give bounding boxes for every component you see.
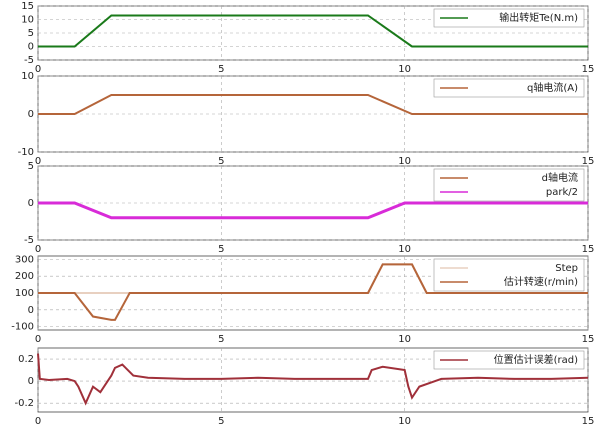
y-tick-label: -0.2 — [14, 398, 34, 409]
x-tick-label: 10 — [398, 156, 411, 167]
legend-label: 估计转速(r/min) — [504, 275, 578, 288]
legend — [433, 78, 585, 98]
y-tick-label: 10 — [21, 15, 34, 26]
x-tick-label: 15 — [582, 64, 595, 75]
series-line — [38, 14, 588, 48]
x-tick-label: 5 — [218, 156, 224, 167]
y-tick-label: 0 — [28, 109, 34, 120]
series-line — [37, 353, 589, 406]
y-tick-label: 5 — [28, 161, 34, 172]
y-tick-label: -5 — [24, 55, 34, 66]
legend-label: Step — [555, 263, 578, 274]
series-line — [38, 263, 588, 321]
x-tick-label: 0 — [35, 64, 41, 75]
y-tick-label: 0 — [28, 198, 34, 209]
x-tick-label: 15 — [582, 156, 595, 167]
legend-label: q轴电流(A) — [527, 81, 578, 94]
y-tick-label: 15 — [21, 1, 34, 12]
y-tick-label: 200 — [15, 271, 34, 282]
x-tick-label: 10 — [398, 334, 411, 345]
legend-label: 位置估计误差(rad) — [494, 353, 578, 366]
y-tick-label: 0.2 — [18, 354, 34, 365]
y-tick-label: 0 — [28, 42, 34, 53]
x-tick-label: 5 — [218, 64, 224, 75]
x-tick-label: 5 — [218, 416, 224, 427]
y-tick-label: -5 — [24, 235, 34, 246]
legend — [433, 350, 585, 370]
series-line — [38, 201, 588, 220]
y-tick-label: 0 — [28, 305, 34, 316]
x-tick-label: 5 — [218, 244, 224, 255]
x-tick-label: 10 — [398, 64, 411, 75]
x-tick-label: 0 — [35, 244, 41, 255]
x-tick-label: 0 — [35, 416, 41, 427]
x-tick-label: 15 — [582, 244, 595, 255]
x-tick-label: 5 — [218, 334, 224, 345]
y-tick-label: -100 — [11, 322, 34, 333]
y-tick-label: 10 — [21, 71, 34, 82]
y-tick-label: 300 — [15, 254, 34, 265]
x-tick-label: 0 — [35, 334, 41, 345]
x-tick-label: 10 — [398, 416, 411, 427]
x-tick-label: 0 — [35, 156, 41, 167]
y-tick-label: 100 — [15, 288, 34, 299]
legend — [433, 168, 585, 202]
legend — [433, 258, 585, 292]
y-tick-label: 5 — [28, 28, 34, 39]
x-tick-label: 15 — [582, 334, 595, 345]
legend-label: 输出转矩Te(N.m) — [499, 11, 578, 24]
legend-label: park/2 — [546, 187, 578, 198]
y-tick-label: 0 — [28, 376, 34, 387]
series-line — [38, 94, 588, 115]
y-tick-label: -10 — [18, 147, 34, 158]
legend — [433, 8, 585, 28]
legend-label: d轴电流 — [542, 171, 578, 184]
x-tick-label: 10 — [398, 244, 411, 255]
x-tick-label: 15 — [582, 416, 595, 427]
